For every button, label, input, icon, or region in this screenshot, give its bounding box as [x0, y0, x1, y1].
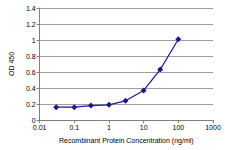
svg-text:0.6: 0.6: [26, 69, 36, 76]
svg-text:1.4: 1.4: [26, 5, 36, 12]
svg-text:0.2: 0.2: [26, 101, 36, 108]
svg-text:1: 1: [32, 37, 36, 44]
svg-text:OD 450: OD 450: [8, 52, 15, 76]
svg-text:1000: 1000: [205, 124, 221, 131]
svg-text:1: 1: [107, 124, 111, 131]
svg-text:0.8: 0.8: [26, 53, 36, 60]
svg-text:1.2: 1.2: [26, 21, 36, 28]
svg-text:10: 10: [140, 124, 148, 131]
svg-text:0.1: 0.1: [69, 124, 79, 131]
svg-text:0.01: 0.01: [33, 124, 47, 131]
svg-text:Recombinant Protein Concentrat: Recombinant Protein Concentration (ng/ml…: [59, 137, 194, 145]
svg-text:100: 100: [172, 124, 184, 131]
svg-text:0.4: 0.4: [26, 85, 36, 92]
svg-text:0: 0: [32, 117, 36, 124]
